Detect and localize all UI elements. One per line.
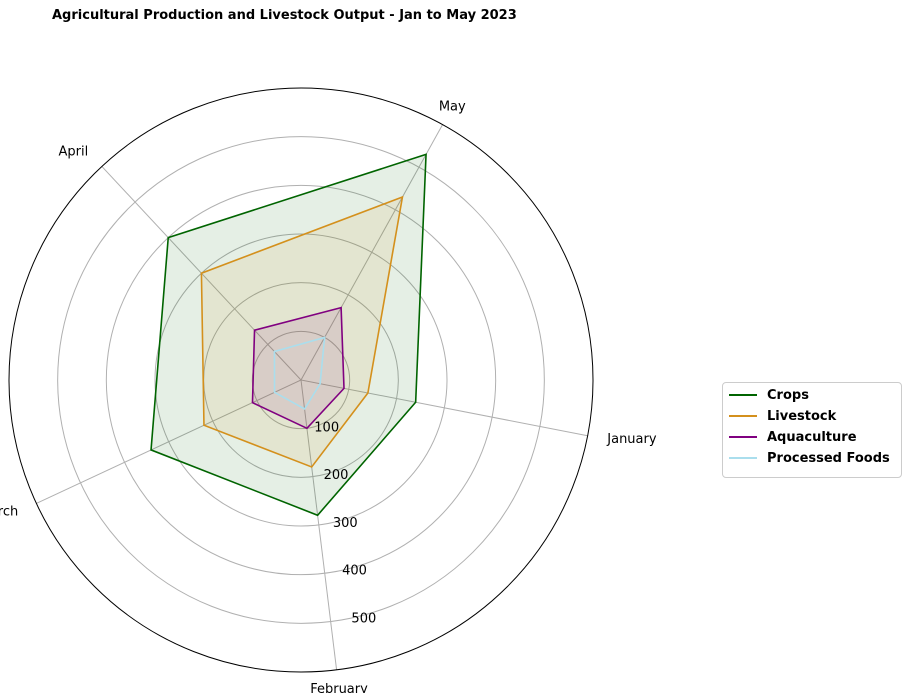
label-layer: January February March April May 100 200 300 400… <box>0 100 657 693</box>
legend-item-livestock: Livestock <box>729 406 836 426</box>
legend-swatch-crops <box>729 394 757 396</box>
radial-tick-label: 400 <box>342 564 367 579</box>
radial-tick-label: 100 <box>314 420 339 435</box>
legend-label-aquaculture: Aquaculture <box>767 429 857 445</box>
legend-swatch-processed-foods <box>729 457 757 459</box>
series-line-livestock <box>200 195 404 468</box>
series-fill-crops <box>151 154 427 516</box>
spoke-line <box>36 379 302 504</box>
category-label: February <box>310 682 368 693</box>
legend: Crops Livestock Aquaculture Processed Fo… <box>722 382 902 478</box>
category-label: March <box>0 504 18 519</box>
legend-swatch-livestock <box>729 415 757 417</box>
legend-item-aquaculture: Aquaculture <box>729 427 857 447</box>
radial-tick-label: 500 <box>351 611 376 626</box>
category-label: January <box>606 432 657 447</box>
legend-item-crops: Crops <box>729 385 809 405</box>
radial-tick-label: 200 <box>324 468 349 483</box>
legend-label-crops: Crops <box>767 387 809 403</box>
polar-frame <box>8 87 594 673</box>
radial-tick-label: 300 <box>333 516 358 531</box>
series-layer <box>150 153 427 517</box>
grid-circle <box>57 136 545 624</box>
series-line-aquaculture <box>251 306 345 430</box>
spoke-line <box>300 379 588 437</box>
category-label: April <box>58 144 88 159</box>
grid-circle <box>154 233 448 527</box>
grid-circle <box>105 184 497 576</box>
series-fill-livestock <box>201 196 403 467</box>
legend-swatch-aquaculture <box>729 436 757 438</box>
legend-label-processed-foods: Processed Foods <box>767 450 890 466</box>
chart-title: Agricultural Production and Livestock Ou… <box>52 8 517 23</box>
series-line-processed-foods <box>273 336 326 411</box>
series-line-crops <box>150 153 427 517</box>
category-label: May <box>439 100 466 115</box>
legend-label-livestock: Livestock <box>767 408 837 424</box>
legend-item-processed-foods: Processed Foods <box>729 448 890 468</box>
